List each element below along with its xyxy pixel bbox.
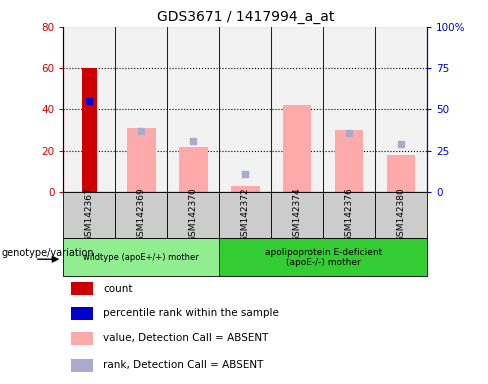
Bar [387,155,415,192]
Bar [179,147,207,192]
Bar [167,192,219,238]
Bar [71,332,93,344]
Bar [63,192,115,238]
Bar [71,282,93,295]
Text: GSM142376: GSM142376 [345,188,354,242]
Bar [127,128,156,192]
Bar [375,27,427,192]
Text: GSM142374: GSM142374 [293,188,302,242]
Text: apolipoprotein E-deficient
(apoE-/-) mother: apolipoprotein E-deficient (apoE-/-) mot… [264,248,382,267]
Text: genotype/variation: genotype/variation [1,248,94,258]
Bar [63,238,219,276]
Bar [271,192,323,238]
Bar [231,186,260,192]
Bar [335,130,364,192]
Bar [323,192,375,238]
Bar [219,192,271,238]
Text: value, Detection Call = ABSENT: value, Detection Call = ABSENT [103,333,269,343]
Bar [219,238,427,276]
Text: GSM142367: GSM142367 [85,188,94,242]
Bar [323,27,375,192]
Text: wildtype (apoE+/+) mother: wildtype (apoE+/+) mother [83,253,199,262]
Text: percentile rank within the sample: percentile rank within the sample [103,308,279,318]
Title: GDS3671 / 1417994_a_at: GDS3671 / 1417994_a_at [157,10,334,25]
Text: rank, Detection Call = ABSENT: rank, Detection Call = ABSENT [103,360,264,370]
Text: GSM142380: GSM142380 [397,188,406,242]
Text: GSM142372: GSM142372 [241,188,250,242]
Bar [71,307,93,320]
Text: count: count [103,284,133,294]
Bar [81,68,97,192]
Text: GSM142370: GSM142370 [189,188,198,242]
Bar [115,192,167,238]
Bar [63,27,115,192]
Bar [115,27,167,192]
Bar [167,27,219,192]
Bar [283,105,311,192]
Bar [271,27,323,192]
Bar [219,27,271,192]
Bar [71,359,93,372]
Text: GSM142369: GSM142369 [137,188,146,242]
Bar [375,192,427,238]
